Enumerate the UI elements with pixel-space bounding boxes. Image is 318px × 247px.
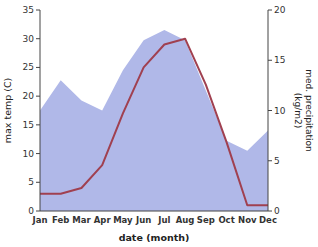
x-tick-label: Feb bbox=[52, 215, 69, 225]
y2-axis-label-line: (kg/m2) bbox=[293, 93, 303, 128]
y-tick bbox=[36, 96, 40, 97]
y2-tick-label: 5 bbox=[274, 156, 280, 166]
y2-tick-label: 15 bbox=[274, 55, 285, 65]
y-tick-label: 20 bbox=[23, 91, 35, 101]
x-tick-label: Jan bbox=[32, 215, 48, 225]
y2-tick bbox=[268, 10, 272, 11]
y2-tick bbox=[268, 60, 272, 61]
y-tick-label: 15 bbox=[23, 120, 34, 130]
x-tick-label: Oct bbox=[218, 215, 234, 225]
y-tick-label: 30 bbox=[23, 34, 35, 44]
y-tick bbox=[36, 182, 40, 183]
x-tick-label: Jun bbox=[135, 215, 151, 225]
y-tick bbox=[36, 10, 40, 11]
x-tick-label: Jul bbox=[157, 215, 170, 225]
y-tick bbox=[36, 38, 40, 39]
x-axis bbox=[40, 211, 268, 212]
chart: 0510152025303505101520JanFebMarAprMayJun… bbox=[0, 0, 318, 247]
x-tick-label: Dec bbox=[259, 215, 277, 225]
y2-tick bbox=[268, 211, 272, 212]
y2-tick-label: 20 bbox=[274, 5, 286, 15]
y2-axis-label: med. precipitation(kg/m2) bbox=[293, 69, 314, 151]
y-axis-label: max temp (C) bbox=[2, 78, 13, 144]
x-tick-label: Apr bbox=[94, 215, 112, 225]
x-tick-label: May bbox=[113, 215, 133, 225]
y-tick-label: 25 bbox=[23, 62, 34, 72]
y2-axis-label-line: med. precipitation bbox=[304, 69, 314, 151]
y2-tick bbox=[268, 110, 272, 111]
x-axis-label: date (month) bbox=[119, 232, 190, 243]
x-tick-label: Mar bbox=[72, 215, 91, 225]
y-tick-label: 35 bbox=[23, 5, 34, 15]
y2-tick-label: 10 bbox=[274, 106, 286, 116]
y-tick-label: 10 bbox=[23, 149, 35, 159]
x-tick-label: Sep bbox=[197, 215, 215, 225]
plot-area bbox=[40, 30, 268, 211]
x-tick-label: Nov bbox=[238, 215, 257, 225]
precipitation-area bbox=[40, 30, 268, 211]
x-tick-label: Aug bbox=[176, 215, 195, 225]
y-tick-label: 5 bbox=[28, 177, 34, 187]
y-axis bbox=[40, 10, 41, 211]
y-tick bbox=[36, 153, 40, 154]
y2-tick bbox=[268, 160, 272, 161]
temperature-line bbox=[40, 39, 268, 206]
y-tick bbox=[36, 67, 40, 68]
y-tick bbox=[36, 124, 40, 125]
y-tick bbox=[36, 211, 40, 212]
